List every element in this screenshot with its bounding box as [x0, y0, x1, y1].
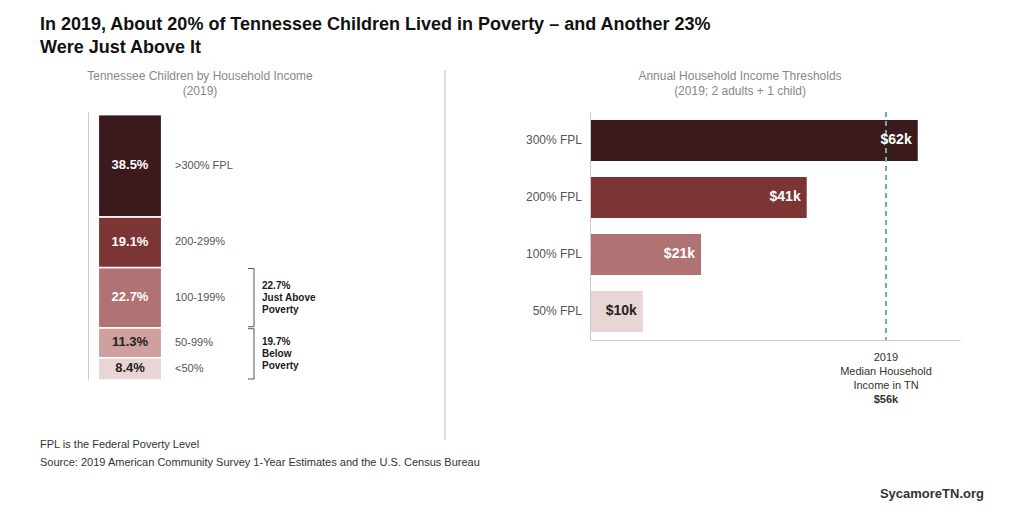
annotation-line: 19.7%	[262, 336, 290, 347]
bracket	[248, 329, 254, 379]
subtitle-line: Tennessee Children by Household Income	[87, 69, 313, 83]
annotation-line: Below	[262, 348, 292, 359]
plot-area	[98, 115, 161, 380]
plot-area	[590, 112, 918, 340]
title-line: Were Just Above It	[40, 37, 201, 57]
annotation-line: $56k	[874, 393, 899, 405]
y-axis	[88, 113, 89, 381]
data-label: 22.7%	[112, 289, 149, 304]
bar-segment	[98, 115, 161, 217]
data-label: 19.1%	[112, 234, 149, 249]
tick: 100% FPL	[526, 247, 590, 261]
bar-segment	[98, 358, 161, 380]
axis-domain	[590, 113, 591, 341]
annotation-line: Poverty	[262, 360, 299, 371]
bar	[590, 177, 807, 218]
bar-segment	[98, 328, 161, 358]
segment-label: >300% FPL	[175, 159, 233, 171]
annotation-line: Just Above	[262, 291, 316, 302]
y-axis: 300% FPL 200% FPL 100% FPL 50% FPL	[526, 113, 591, 341]
subtitle-line: Annual Household Income Thresholds	[638, 69, 841, 83]
divider	[445, 70, 446, 440]
data-label: $62k	[881, 131, 912, 147]
data-label: $10k	[606, 302, 637, 318]
bar	[590, 120, 918, 161]
data-label: $21k	[664, 245, 695, 261]
labels: $62k $41k $21k $10k 2019 Median Household Inco…	[606, 131, 932, 405]
axis-domain	[591, 340, 961, 341]
segment-label: 200-299%	[175, 235, 225, 247]
subtitle-line: (2019; 2 adults + 1 child)	[674, 84, 806, 98]
tick-label: 200% FPL	[526, 190, 582, 204]
data-label: 11.3%	[112, 334, 149, 349]
annotation-line: Median Household	[840, 365, 932, 377]
tick-label: 100% FPL	[526, 247, 582, 261]
tick: 50% FPL	[533, 304, 590, 318]
segment-label: 50-99%	[175, 336, 213, 348]
annotation: 22.7%Just AbovePoverty	[262, 279, 316, 314]
tick-label: 50% FPL	[533, 304, 583, 318]
footnote: FPL is the Federal Poverty Level	[40, 438, 199, 450]
labels: 8.4% <50% 11.3% 50-99% 22.7% 100-199% 19.1% 200…	[112, 157, 316, 379]
annotation: 19.7%BelowPoverty	[262, 336, 299, 371]
subtitle: Annual Household Income Thresholds(2019;…	[638, 69, 841, 98]
axis-domain	[88, 113, 89, 381]
annotation-line: Income in TN	[853, 379, 918, 391]
x-axis	[591, 340, 961, 341]
chart-svg: In 2019, About 20% of Tennessee Children…	[0, 0, 1024, 512]
annotation-line: Poverty	[262, 303, 299, 314]
tick-label: 300% FPL	[526, 133, 582, 147]
data-label: 8.4%	[115, 360, 145, 375]
footnote: Source: 2019 American Community Survey 1…	[40, 456, 480, 468]
bar-segment	[98, 217, 161, 268]
segment-label: <50%	[175, 362, 204, 374]
data-label: $41k	[770, 188, 801, 204]
subtitle-line: (2019)	[183, 84, 218, 98]
data-label: 38.5%	[112, 157, 149, 172]
title: In 2019, About 20% of Tennessee Children…	[40, 14, 711, 57]
attribution: SycamoreTN.org	[880, 486, 984, 501]
tick: 300% FPL	[526, 133, 590, 147]
bar	[590, 291, 643, 332]
annotation: 2019 Median Household Income in TN $56k	[840, 351, 932, 405]
segment-label: 100-199%	[175, 291, 225, 303]
bar-segment	[98, 267, 161, 327]
bar	[590, 234, 701, 275]
bracket	[248, 268, 254, 326]
annotation-line: 22.7%	[262, 279, 290, 290]
tick: 200% FPL	[526, 190, 590, 204]
subtitle: Tennessee Children by Household Income(2…	[87, 69, 313, 98]
annotation-line: 2019	[874, 351, 898, 363]
title-line: In 2019, About 20% of Tennessee Children…	[40, 14, 711, 34]
